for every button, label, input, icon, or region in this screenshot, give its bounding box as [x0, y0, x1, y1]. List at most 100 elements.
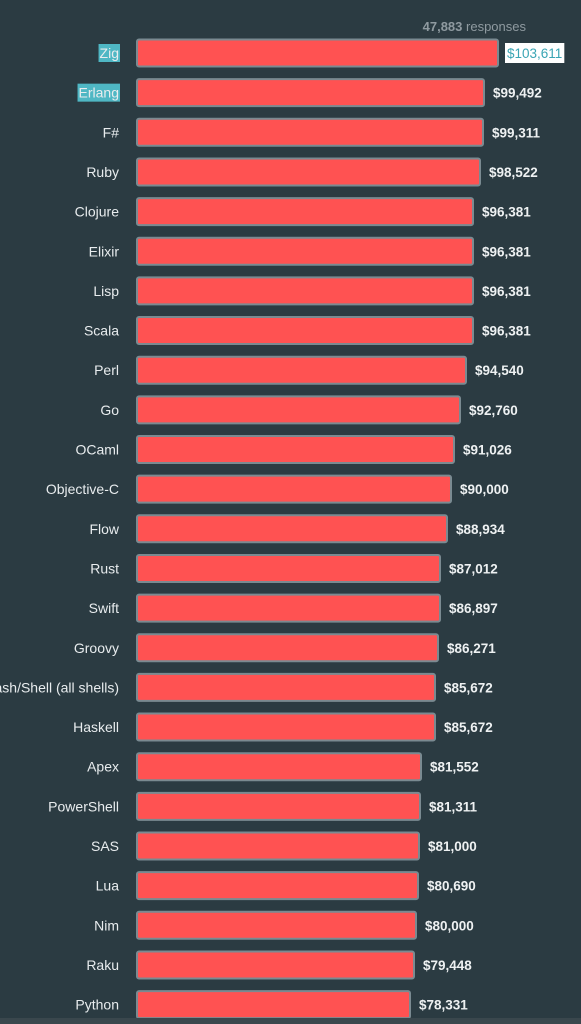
bar[interactable] [136, 474, 452, 504]
bar[interactable] [136, 910, 417, 940]
category-label: Elixir [89, 243, 120, 259]
bar[interactable] [136, 950, 415, 980]
value-label: $80,690 [427, 879, 476, 894]
bar-row: Raku $79,448 [86, 950, 472, 980]
value-label: $80,000 [425, 918, 474, 933]
value-label: $79,448 [423, 958, 472, 973]
bar-row: Bash/Shell (all shells) $85,672 [0, 672, 493, 702]
bar[interactable] [136, 990, 411, 1020]
value-label: $94,540 [475, 363, 524, 378]
value-label: $98,522 [489, 165, 538, 180]
bar[interactable] [136, 672, 436, 702]
category-label: Lisp [93, 283, 119, 299]
category-label: Flow [89, 521, 119, 537]
bar[interactable] [136, 712, 436, 742]
category-label: Bash/Shell (all shells) [0, 679, 119, 695]
category-label: SAS [91, 838, 119, 854]
category-label: F# [103, 124, 120, 140]
bar[interactable] [136, 553, 441, 583]
value-label: $96,381 [482, 244, 531, 259]
response-count-value: 47,883 [422, 19, 463, 34]
bar[interactable] [136, 633, 439, 663]
bar-row: Clojure $96,381 [75, 197, 531, 227]
bar-row: Perl $94,540 [94, 355, 524, 385]
value-label: $86,271 [447, 641, 496, 656]
value-label: $87,012 [449, 561, 498, 576]
category-label: Zig [100, 45, 119, 61]
value-label: $85,672 [444, 680, 493, 695]
bar-row: Flow $88,934 [89, 514, 505, 544]
category-label: PowerShell [48, 798, 119, 814]
category-label: Haskell [73, 719, 119, 735]
value-label: $81,000 [428, 839, 477, 854]
bar[interactable] [136, 157, 481, 187]
bar-row: Go $92,760 [100, 395, 518, 425]
bar[interactable] [136, 197, 474, 227]
bar-row: Scala $96,381 [84, 316, 531, 346]
bar[interactable] [136, 38, 499, 68]
value-label: $81,311 [429, 799, 478, 814]
bar[interactable] [136, 78, 485, 108]
bar-row: Ruby $98,522 [86, 157, 538, 187]
bar[interactable] [136, 593, 441, 623]
category-label: Ruby [86, 164, 119, 180]
bar[interactable] [136, 395, 461, 425]
category-label: Perl [94, 362, 119, 378]
value-label: $99,492 [493, 86, 542, 101]
bar-row: Haskell $85,672 [73, 712, 493, 742]
category-label-highlight [77, 83, 120, 102]
bar-row: Groovy $86,271 [74, 633, 496, 663]
bar[interactable] [136, 276, 474, 306]
bar[interactable] [136, 831, 420, 861]
value-label: $88,934 [456, 522, 505, 537]
bar-row: Python $78,331 [75, 990, 468, 1020]
value-label: $96,381 [482, 284, 531, 299]
category-label: Groovy [74, 640, 119, 656]
bar[interactable] [136, 355, 467, 385]
value-label-highlight [505, 43, 565, 63]
bar[interactable] [136, 117, 484, 147]
bar-row: Rust $87,012 [90, 553, 498, 583]
bar[interactable] [136, 871, 419, 901]
value-label: $103,611 [507, 46, 562, 61]
bar-row: Apex $81,552 [87, 752, 479, 782]
bar-row: Swift $86,897 [89, 593, 498, 623]
value-label: $78,331 [419, 998, 468, 1013]
value-label: $90,000 [460, 482, 509, 497]
value-label: $86,897 [449, 601, 498, 616]
response-count-suffix: responses [466, 19, 526, 34]
bar-row: PowerShell $81,311 [48, 791, 478, 821]
category-label: Erlang [79, 85, 119, 101]
bar-row: Erlang $99,492 [77, 78, 542, 108]
value-label: $85,672 [444, 720, 493, 735]
category-label: Swift [89, 600, 119, 616]
category-label: Go [100, 402, 119, 418]
value-label: $91,026 [463, 443, 512, 458]
bar-row: Elixir $96,381 [89, 236, 531, 266]
bar-row: Nim $80,000 [94, 910, 474, 940]
value-label: $96,381 [482, 205, 531, 220]
bar[interactable] [136, 316, 474, 346]
bar-row: SAS $81,000 [91, 831, 477, 861]
bar-row: Lisp $96,381 [93, 276, 531, 306]
value-label: $92,760 [469, 403, 518, 418]
category-label: Nim [94, 917, 119, 933]
bottom-scrollbar-strip [0, 1018, 581, 1024]
bar-row: OCaml $91,026 [75, 435, 512, 464]
category-label: Rust [90, 560, 119, 576]
bar[interactable] [136, 752, 422, 782]
category-label: Apex [87, 759, 119, 775]
category-label: Python [75, 997, 119, 1013]
bar[interactable] [136, 435, 455, 464]
category-label-highlight [98, 44, 120, 62]
value-label: $99,311 [492, 125, 541, 140]
bar[interactable] [136, 236, 474, 266]
category-label: Objective-C [46, 481, 119, 497]
value-label: $81,552 [430, 760, 479, 775]
value-label: $96,381 [482, 324, 531, 339]
bar[interactable] [136, 514, 448, 544]
category-label: Raku [86, 957, 119, 973]
bar[interactable] [136, 791, 421, 821]
